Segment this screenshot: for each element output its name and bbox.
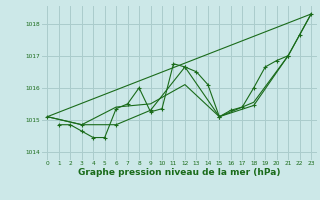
X-axis label: Graphe pression niveau de la mer (hPa): Graphe pression niveau de la mer (hPa) — [78, 168, 280, 177]
